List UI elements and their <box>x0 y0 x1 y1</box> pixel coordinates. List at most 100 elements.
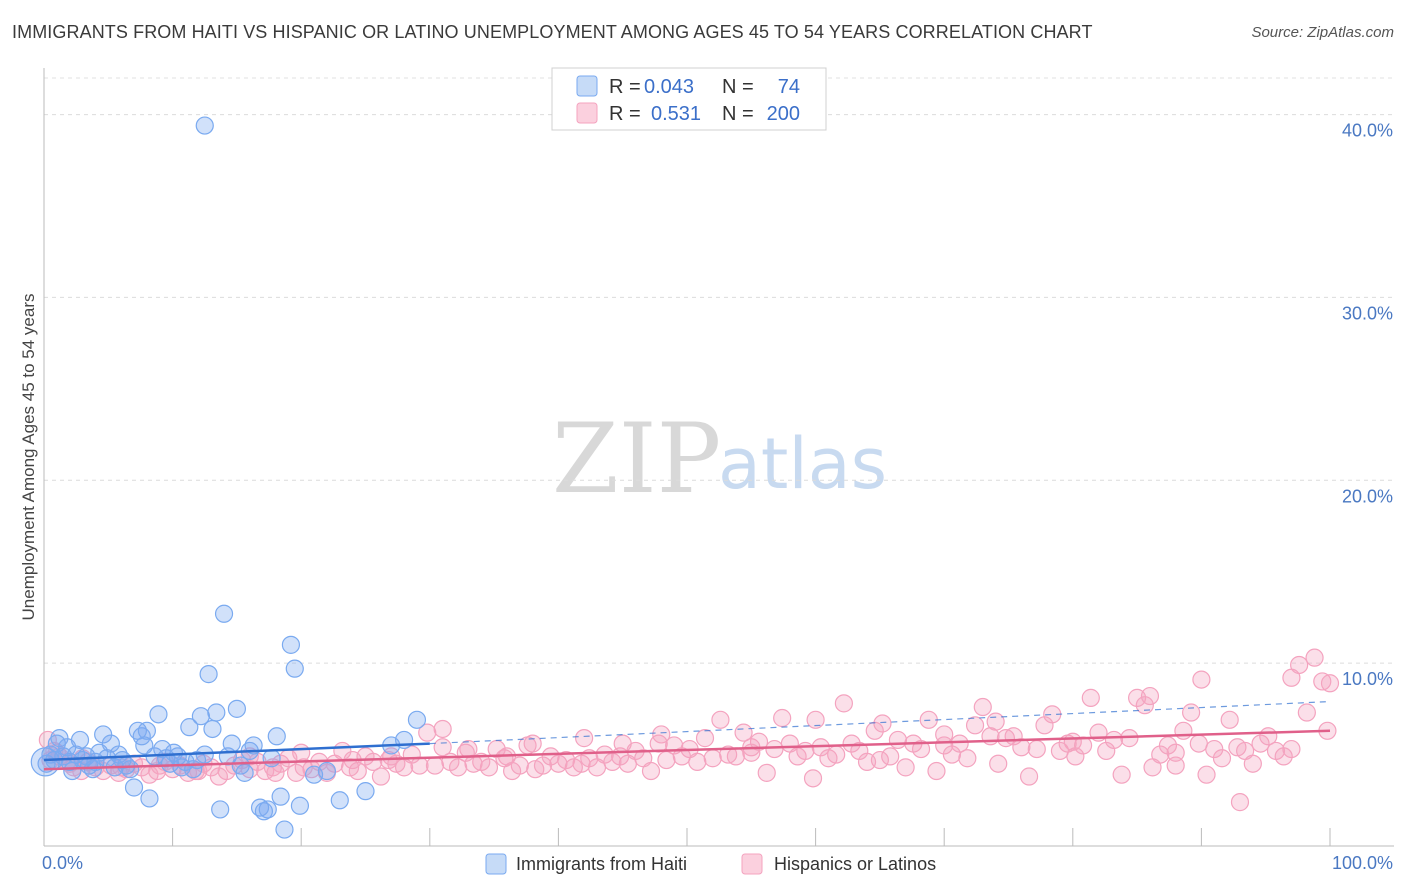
x-tick-label-min: 0.0% <box>42 853 83 873</box>
hispanic-point <box>873 714 892 733</box>
haiti-point <box>281 635 301 654</box>
watermark-zip: ZIP <box>552 403 721 515</box>
hispanic-point <box>575 729 594 748</box>
haiti-point <box>285 659 304 678</box>
hispanic-point <box>1282 668 1301 687</box>
hispanic-point <box>1297 703 1316 722</box>
legend-swatch-haiti <box>576 75 598 97</box>
hispanic-point <box>958 749 977 768</box>
source-label: Source: ZipAtlas.com <box>1251 24 1394 41</box>
hispanic-point <box>1243 754 1262 773</box>
hispanic-point <box>448 758 468 777</box>
hispanic-point <box>418 723 437 742</box>
hispanic-point <box>1012 738 1031 757</box>
haiti-point <box>30 747 60 777</box>
hispanic-point <box>1192 670 1211 689</box>
hispanic-point <box>726 747 745 766</box>
haiti-point <box>330 791 349 810</box>
haiti-point <box>235 763 254 782</box>
hispanic-point <box>459 739 478 759</box>
hispanic-point <box>1251 734 1270 753</box>
hispanic-point <box>989 754 1008 773</box>
hispanic-point <box>1230 793 1250 812</box>
y-tick-label-40: 40.0% <box>1342 121 1393 141</box>
hispanic-point <box>1174 721 1193 740</box>
haiti-point <box>195 116 214 135</box>
tick-labels: 10.0% 20.0% 30.0% 40.0% 0.0% 100.0% <box>42 121 1393 873</box>
haiti-point <box>94 725 113 744</box>
haiti-point <box>199 665 218 684</box>
hispanic-point <box>1140 686 1160 706</box>
x-tick-label-max: 100.0% <box>1332 853 1393 873</box>
y-tick-label-10: 10.0% <box>1342 669 1393 689</box>
hispanic-point <box>806 710 825 729</box>
haiti-point <box>140 789 159 808</box>
haiti-point <box>121 760 140 779</box>
haiti-point <box>50 729 69 748</box>
legend-r-value-hispanic: 0.531 <box>651 103 701 125</box>
haiti-point <box>137 721 156 740</box>
hispanic-point <box>1274 747 1293 766</box>
hispanic-point <box>695 729 715 748</box>
hispanic-point <box>881 747 900 766</box>
axes <box>43 68 1394 847</box>
hispanic-point <box>1104 730 1124 750</box>
hispanic-point <box>652 725 671 744</box>
hispanic-point <box>757 763 776 782</box>
legend-n-label-haiti: N = <box>722 76 754 98</box>
hispanic-point <box>1027 739 1046 759</box>
hispanic-point <box>986 712 1005 731</box>
haiti-point <box>317 761 337 781</box>
haiti-point <box>262 749 281 768</box>
hispanic-point <box>927 761 946 781</box>
bottom-legend-haiti: Immigrants from Haiti <box>516 854 687 874</box>
hispanic-point <box>827 745 846 764</box>
legend-swatch-hispanic <box>576 102 598 124</box>
hispanic-point <box>1320 674 1340 693</box>
haiti-point <box>153 739 172 759</box>
hispanic-point <box>711 710 730 729</box>
haiti-point <box>124 778 144 797</box>
hispanic-point <box>703 749 722 768</box>
hispanic-point <box>433 738 452 757</box>
hispanic-point <box>773 708 792 728</box>
hispanic-point <box>557 750 576 770</box>
hispanic-point <box>433 719 452 739</box>
hispanic-point <box>364 752 383 771</box>
hispanic-point <box>803 769 823 788</box>
haiti-point <box>207 703 226 722</box>
hispanic-point <box>1063 732 1082 751</box>
hispanic-point <box>266 763 285 782</box>
hispanic-point <box>1166 756 1185 775</box>
haiti-point <box>149 705 168 724</box>
haiti-point <box>227 699 246 718</box>
hispanic-point <box>973 697 992 717</box>
haiti-trend-line <box>43 742 430 762</box>
chart-title: IMMIGRANTS FROM HAITI VS HISPANIC OR LAT… <box>12 22 1093 42</box>
hispanic-point <box>888 730 908 750</box>
watermark-atlas: atlas <box>718 423 887 505</box>
legend-n-label-hispanic: N = <box>722 103 754 125</box>
hispanic-point <box>613 734 632 753</box>
haiti-point <box>244 736 263 755</box>
hispanic-point <box>1182 703 1201 722</box>
haiti-point <box>180 718 199 737</box>
hispanic-point <box>1019 767 1039 786</box>
hispanic-point <box>965 716 985 735</box>
hispanic-point <box>796 741 815 761</box>
hispanic-point <box>1189 734 1208 753</box>
hispanic-point <box>292 743 311 762</box>
hispanic-point <box>1220 710 1239 729</box>
hispanic-point <box>510 756 529 775</box>
haiti-point <box>275 820 294 839</box>
hispanic-point <box>348 761 367 781</box>
haiti-point <box>214 604 234 623</box>
hispanic-point <box>765 739 784 759</box>
correlation-legend: R = 0.043 N = 74 R = 0.531 N = 200 <box>551 67 827 131</box>
hispanic-trend-line <box>43 729 1331 771</box>
hispanic-point <box>1112 765 1131 784</box>
hispanic-point <box>523 734 542 753</box>
hispanic-point <box>1166 743 1185 762</box>
hispanic-point <box>641 761 661 781</box>
